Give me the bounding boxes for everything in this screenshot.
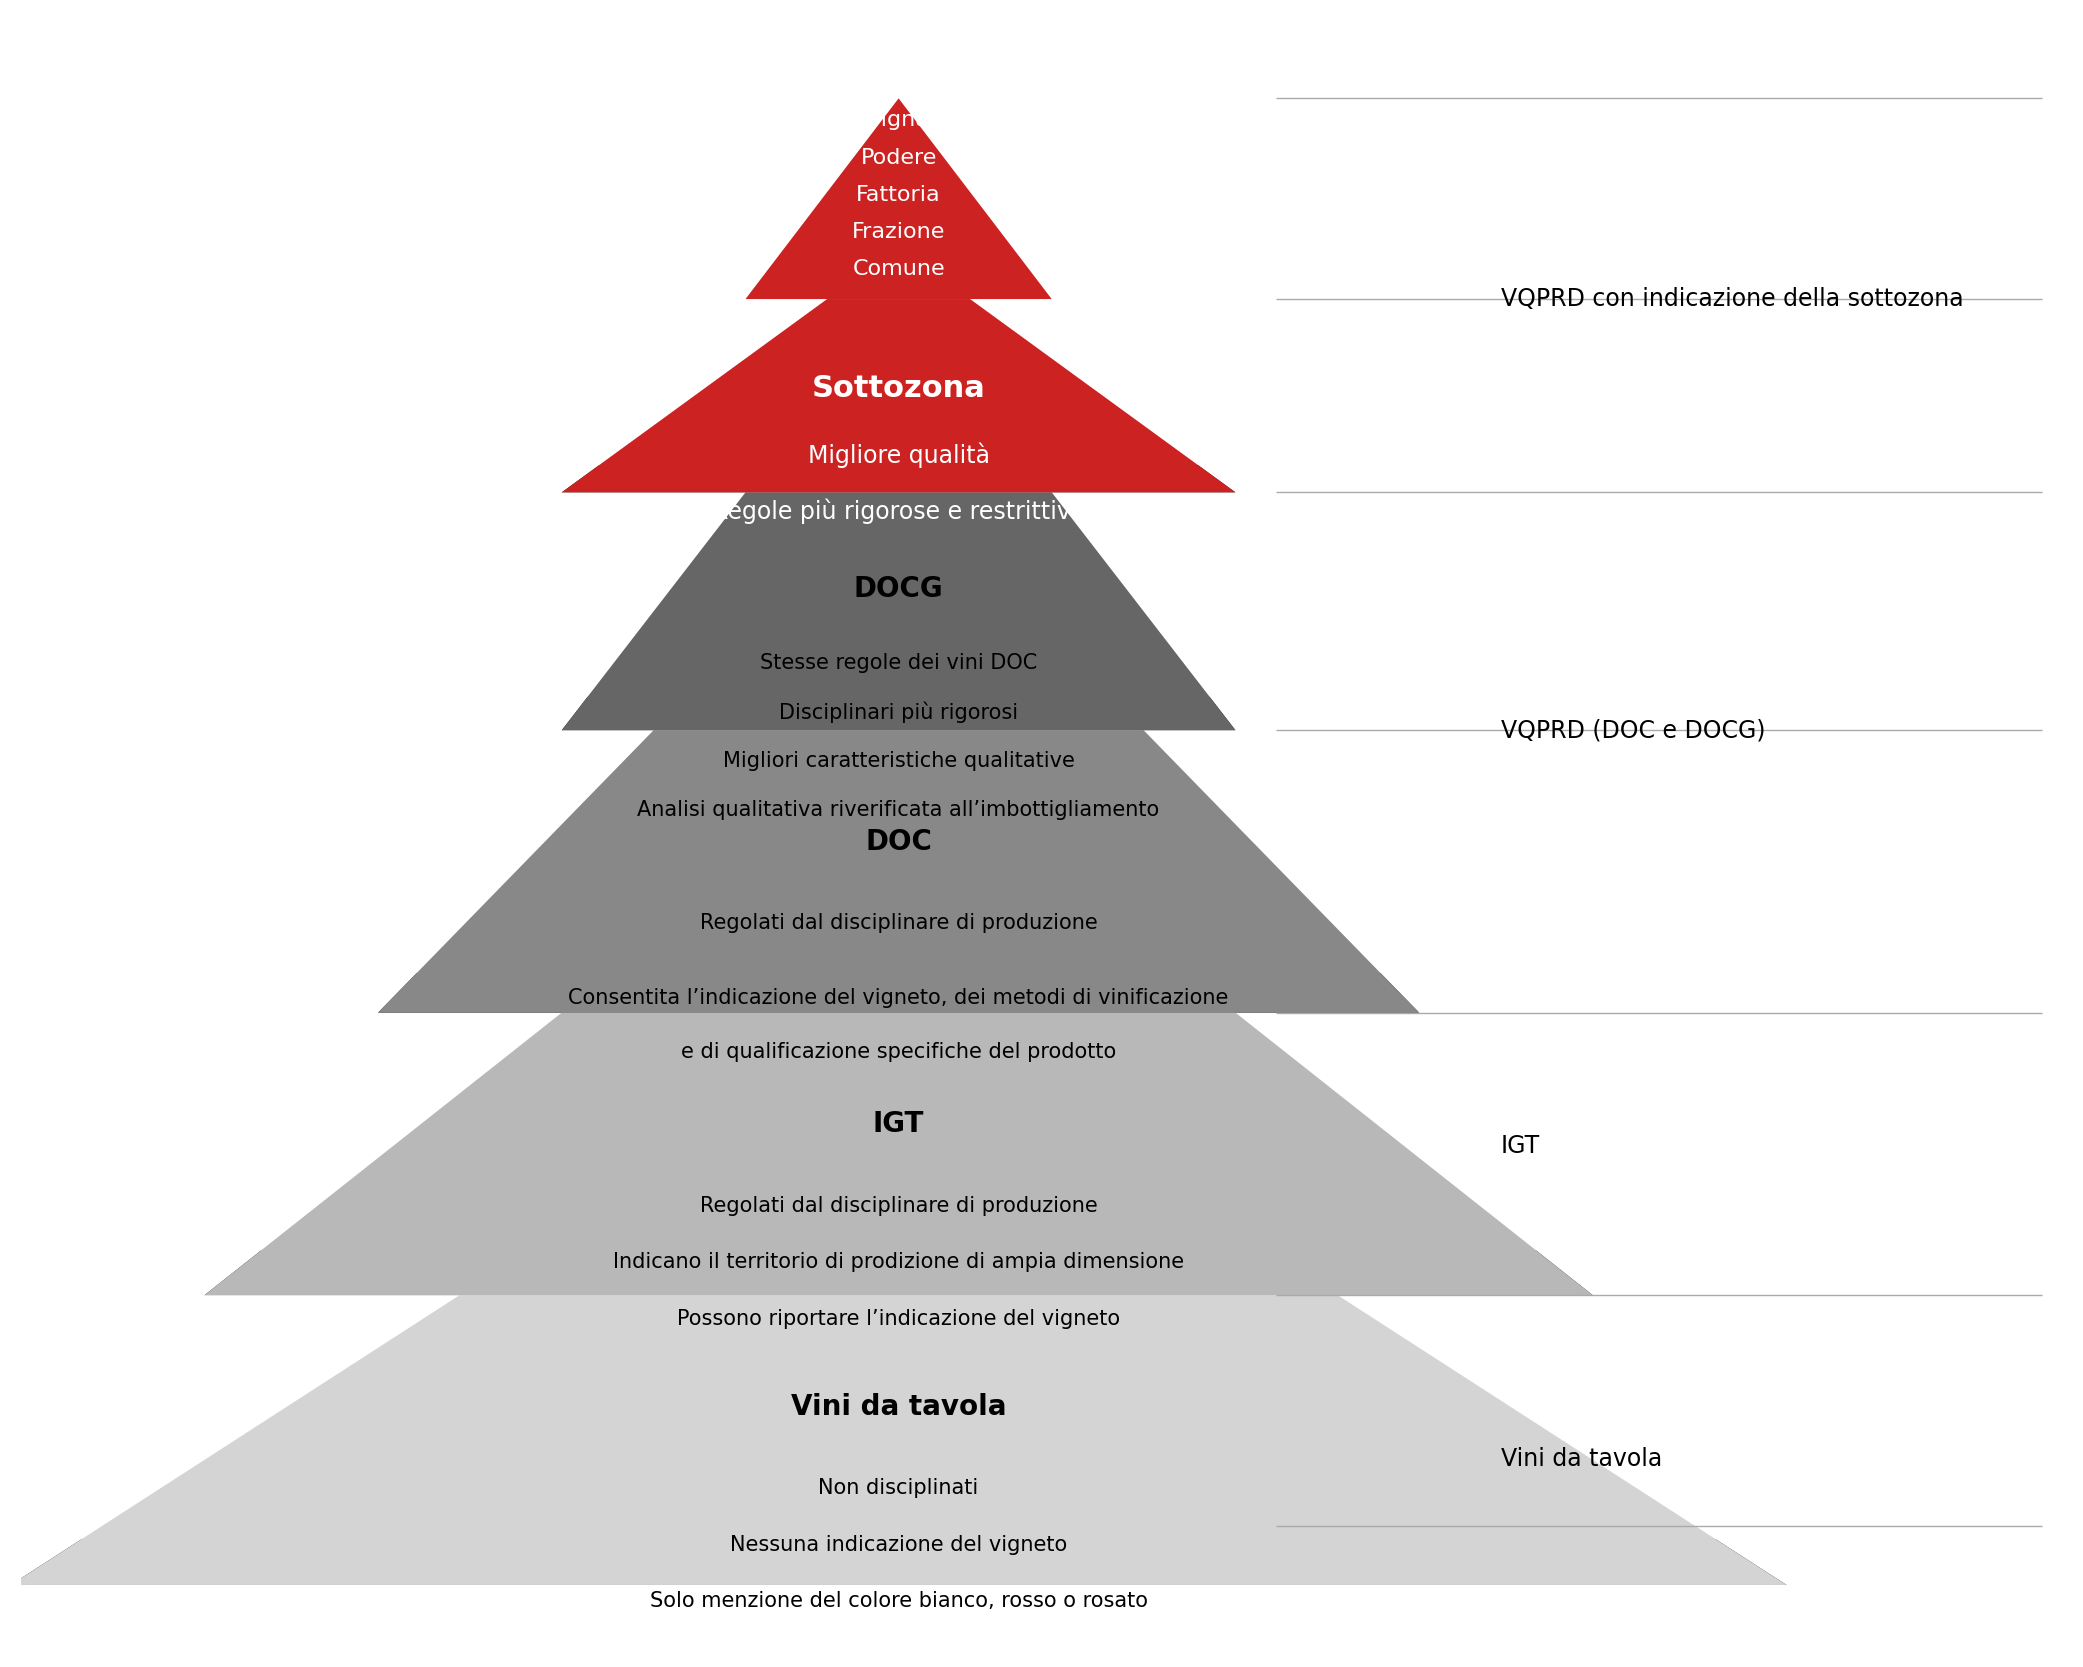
- Text: Indicano il territorio di prodizione di ampia dimensione: Indicano il territorio di prodizione di …: [612, 1252, 1183, 1272]
- Polygon shape: [379, 974, 1419, 1012]
- Text: Regolati dal disciplinare di produzione: Regolati dal disciplinare di produzione: [700, 914, 1098, 934]
- Polygon shape: [10, 1295, 1787, 1585]
- Text: Possono riportare l’indicazione del vigneto: Possono riportare l’indicazione del vign…: [677, 1309, 1121, 1329]
- Text: Migliori caratteristiche qualitative: Migliori caratteristiche qualitative: [723, 752, 1075, 772]
- Text: Stesse regole dei vini DOC: Stesse regole dei vini DOC: [760, 653, 1037, 673]
- Text: Migliore qualità: Migliore qualità: [808, 442, 989, 468]
- Text: Vini da tavola: Vini da tavola: [792, 1392, 1006, 1420]
- Text: IGT: IGT: [1500, 1135, 1539, 1159]
- Text: Vigna: Vigna: [867, 110, 929, 130]
- Text: Sottozona: Sottozona: [812, 373, 985, 403]
- Text: Comune: Comune: [852, 258, 946, 278]
- Text: e di qualificazione specifiche del prodotto: e di qualificazione specifiche del prodo…: [681, 1042, 1116, 1062]
- Polygon shape: [562, 465, 1235, 492]
- Polygon shape: [204, 1250, 1593, 1295]
- Text: VQPRD (DOC e DOCG): VQPRD (DOC e DOCG): [1500, 718, 1764, 742]
- Polygon shape: [379, 730, 1419, 1012]
- Polygon shape: [562, 298, 1235, 492]
- Text: DOC: DOC: [864, 828, 931, 855]
- Text: Regole più rigorose e restrittive: Regole più rigorose e restrittive: [712, 498, 1085, 525]
- Text: Solo menzione del colore bianco, rosso o rosato: Solo menzione del colore bianco, rosso o…: [650, 1592, 1148, 1612]
- Polygon shape: [746, 98, 1052, 298]
- Text: DOCG: DOCG: [854, 575, 944, 603]
- Text: Regolati dal disciplinare di produzione: Regolati dal disciplinare di produzione: [700, 1195, 1098, 1215]
- Text: Non disciplinati: Non disciplinati: [819, 1479, 979, 1499]
- Polygon shape: [562, 697, 1235, 730]
- Text: VQPRD con indicazione della sottozona: VQPRD con indicazione della sottozona: [1500, 287, 1964, 312]
- Text: Consentita l’indicazione del vigneto, dei metodi di vinificazione: Consentita l’indicazione del vigneto, de…: [569, 989, 1229, 1009]
- Polygon shape: [10, 1539, 1787, 1585]
- Text: IGT: IGT: [873, 1110, 925, 1139]
- Text: Frazione: Frazione: [852, 222, 946, 242]
- Text: Podere: Podere: [860, 147, 937, 167]
- Text: Disciplinari più rigorosi: Disciplinari più rigorosi: [779, 702, 1019, 723]
- Polygon shape: [562, 492, 1235, 730]
- Text: Fattoria: Fattoria: [856, 185, 942, 205]
- Text: Nessuna indicazione del vigneto: Nessuna indicazione del vigneto: [729, 1535, 1066, 1555]
- Text: Vini da tavola: Vini da tavola: [1500, 1447, 1662, 1470]
- Text: Analisi qualitativa riverificata all’imbottigliamento: Analisi qualitativa riverificata all’imb…: [637, 800, 1160, 820]
- Polygon shape: [204, 1012, 1593, 1295]
